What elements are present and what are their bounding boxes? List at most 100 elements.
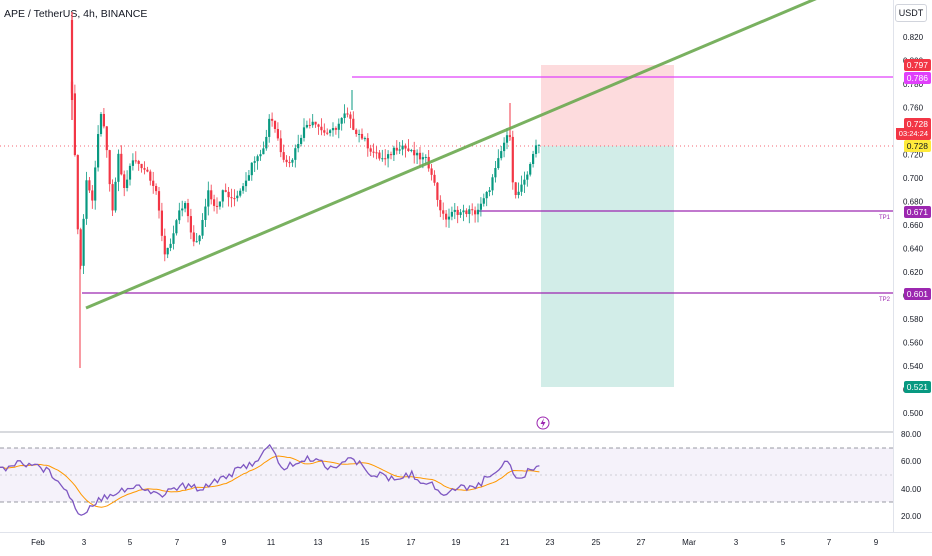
candle-body [239,190,242,196]
candle-body [529,164,532,175]
candle-body [82,218,85,266]
candle-body [447,216,451,220]
time-tick-label: 9 [222,538,227,547]
candle-body [479,203,482,210]
tp1-price-label: 0.671 [903,206,931,218]
time-tick-label: 5 [128,538,133,547]
candle-body [355,129,358,135]
candle-body [195,241,198,243]
candle-body [534,145,538,154]
price-tick-label: 0.720 [903,151,924,160]
time-axis[interactable]: Feb 3 5 7 9 11 13 15 17 19 21 23 25 27 Mar 3 5 7 9 [0,532,932,551]
time-tick-label: 11 [267,538,276,547]
price-tick-label: 0.580 [903,315,924,324]
candle-body [250,162,253,176]
candle-body [346,113,349,115]
price-tick-label: 0.680 [903,198,924,207]
candle-body [114,181,117,211]
candle-body [117,153,120,182]
entry-price-label: 0.728 [903,140,931,152]
candle-body [453,209,456,212]
tp2-price-label: 0.601 [903,288,931,300]
candle-body [224,190,227,192]
candle-body [204,206,207,220]
candle-body [308,124,311,126]
candle-body [244,180,248,187]
candle-body [314,121,317,125]
candle-body [456,209,459,215]
time-tick-label: 7 [827,538,832,547]
candle-body [99,113,103,135]
candle-body [178,210,181,221]
candle-body [215,205,219,207]
candle-body [120,153,123,175]
candle-body [213,199,216,206]
price-tick-label: 0.780 [903,80,924,89]
candle-body [210,190,213,200]
candle-body [352,118,355,130]
candle-body [233,198,236,200]
candle-body [500,151,503,159]
candle-body [192,232,195,242]
candle-body [155,185,158,192]
price-tick-label: 0.640 [903,245,924,254]
candle-body [323,130,326,133]
price-tick-label: 0.560 [903,339,924,348]
candle-body [276,128,279,139]
rsi-moving-average-line [0,455,540,508]
candle-body [247,175,250,181]
price-tick-label: 0.760 [903,104,924,113]
candle-body [424,156,427,158]
candle-body [140,163,143,169]
candle-body [152,180,155,186]
candle-body [340,118,343,124]
price-chart[interactable]: TP1 TP2 [0,0,893,532]
candle-body [102,113,105,127]
candle-body [517,191,520,196]
candle-body [392,147,395,156]
price-axis[interactable]: USDT 0.8200.8000.7800.7600.7400.7200.700… [893,0,932,532]
candle-body [85,180,88,219]
candle-body [485,192,488,199]
candle-body [262,148,265,155]
time-tick-label: 17 [407,538,416,547]
lightning-bolt-icon[interactable] [536,416,550,430]
candle-body [471,209,474,211]
take-profit-zone[interactable] [541,146,674,387]
last-price-label: 0.728 [903,118,931,130]
time-axis-labels: Feb 3 5 7 9 11 13 15 17 19 21 23 25 27 Mar 3 5 7 9 [31,538,879,547]
candle-body [111,184,114,211]
price-tick-label: 0.820 [903,33,924,42]
candle-body [404,145,407,149]
candle-body [221,190,224,202]
candle-body [76,155,79,230]
candle-body [157,191,161,211]
symbol-title[interactable]: APE / TetherUS, 4h, BINANCE [4,8,148,20]
candle-body [375,152,378,154]
candle-body [439,199,442,211]
candle-body [523,179,526,185]
candle-body [94,167,97,201]
candle-body [389,154,393,156]
time-tick-label: 7 [175,538,180,547]
candle-body [526,174,529,180]
currency-button[interactable]: USDT [895,4,927,22]
price-tick-label: 0.700 [903,174,924,183]
candle-body [160,210,163,236]
candle-body [227,191,230,198]
candle-body [433,174,436,183]
candle-body [520,184,523,192]
candle-body [282,152,285,160]
resistance-price-label: 0.786 [903,72,931,84]
ascending-trendline[interactable] [85,0,820,310]
candle-body [288,162,291,164]
candle-body [514,182,517,196]
candle-body [242,186,245,191]
candle-body [108,150,111,185]
candle-body [430,168,433,175]
candle-body [256,156,259,162]
candle-body [163,235,166,255]
rsi-tick-label: 80.00 [901,430,922,439]
candle-body [137,160,140,164]
time-tick-label: 15 [361,538,370,547]
